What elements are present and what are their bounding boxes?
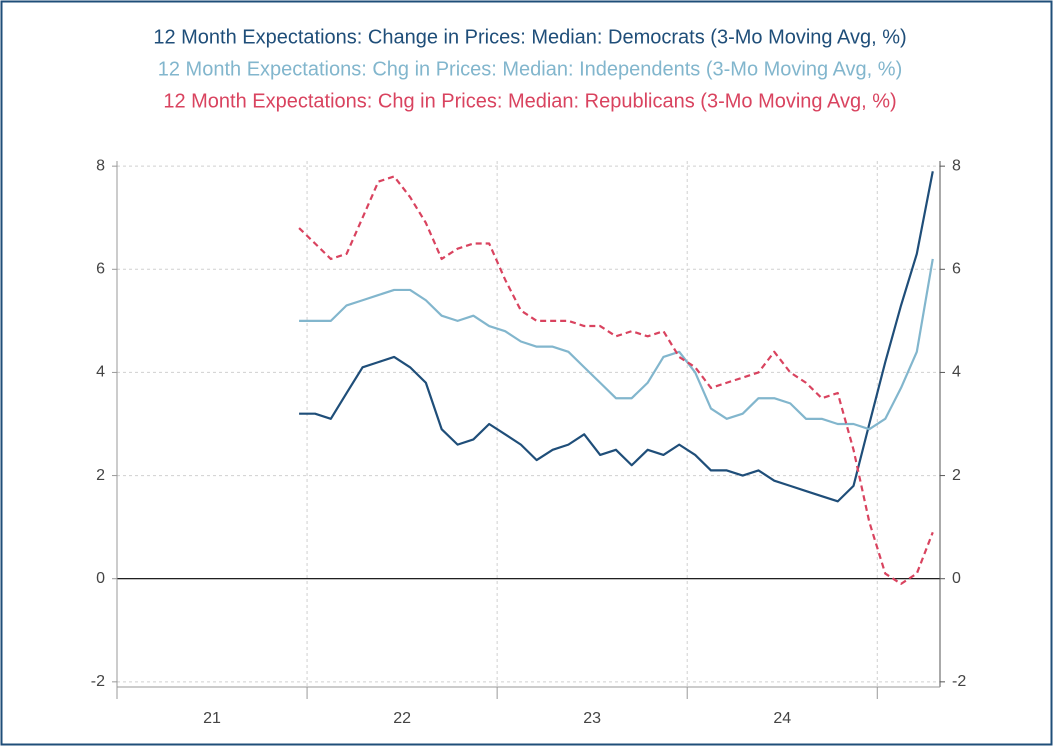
series-line [299,171,934,503]
y-tick-label: 4 [96,364,105,381]
y2-tick-label: 2 [952,467,961,484]
y-tick-label: 6 [96,261,105,278]
x-tick-label: 21 [203,710,221,727]
y-tick-label: 2 [96,467,105,484]
legend-title: 12 Month Expectations: Chg in Prices: Me… [158,58,902,80]
legend-title: 12 Month Expectations: Change in Prices:… [153,26,906,48]
x-tick-label: 23 [583,710,601,727]
series-line [299,258,934,431]
legend-title: 12 Month Expectations: Chg in Prices: Me… [163,90,896,112]
y-tick-label: -2 [91,673,105,690]
y2-tick-label: 8 [952,157,961,174]
y2-tick-label: 6 [952,261,961,278]
y2-tick-label: 0 [952,570,961,587]
x-tick-label: 22 [393,710,411,727]
y-tick-label: 8 [96,157,105,174]
y-tick-label: 0 [96,570,105,587]
y2-tick-label: -2 [952,673,966,690]
series-line [298,175,934,585]
x-tick-label: 24 [773,710,791,727]
y2-tick-label: 4 [952,364,961,381]
